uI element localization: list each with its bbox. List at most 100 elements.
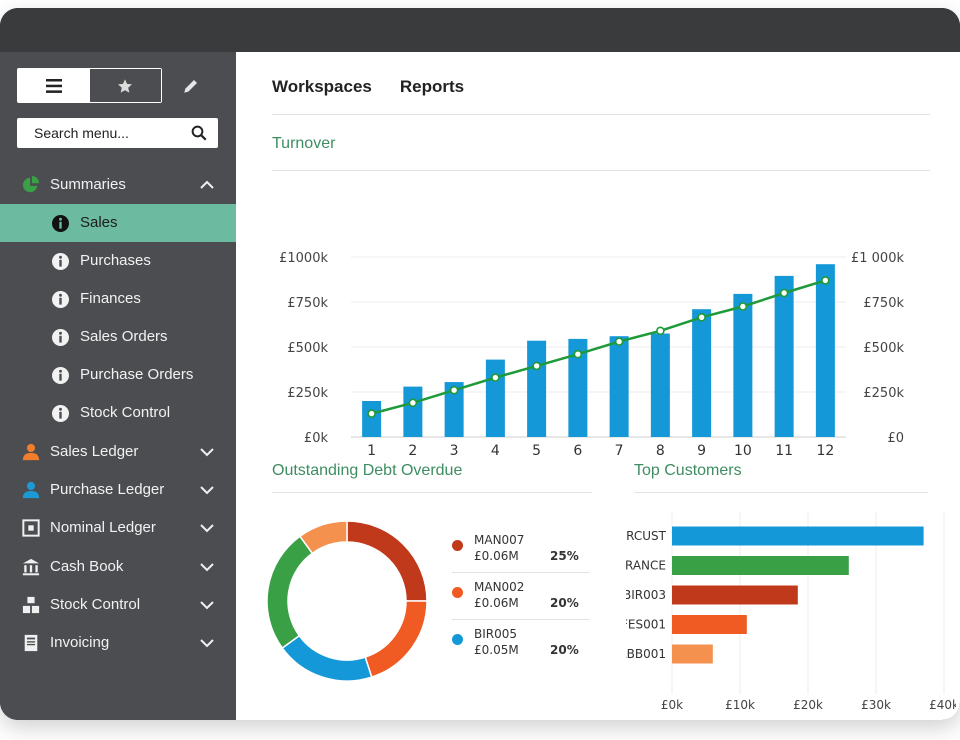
debt-amount: £0.06M [474, 596, 519, 610]
divider [452, 619, 590, 620]
chevron-up-icon[interactable] [200, 180, 214, 190]
y-tick-label-right: £500k [863, 341, 904, 356]
x-tick-label: 7 [615, 443, 624, 459]
chevron-down-icon[interactable] [200, 638, 214, 648]
debt-percent: 20% [550, 643, 579, 657]
nav-nominal-ledger[interactable]: Nominal Ledger [0, 509, 236, 547]
trend-point [779, 288, 789, 298]
x-tick-label: 4 [491, 443, 500, 459]
info-icon [52, 367, 69, 384]
nav-label: Sales Ledger [50, 443, 139, 460]
y-tick-label-left: £1000k [279, 251, 328, 266]
edit-menu-button[interactable] [182, 77, 202, 95]
nav-invoicing[interactable]: Invoicing [0, 624, 236, 662]
main-content: Workspaces Reports Turnover £0k £0 £250k £25… [236, 52, 960, 720]
nav-summaries[interactable]: Summaries [0, 166, 236, 204]
y-tick-label-right: £750k [863, 296, 904, 311]
info-icon [52, 253, 69, 270]
info-icon [52, 329, 69, 346]
x-tick-label: 11 [775, 443, 793, 459]
debt-code: MAN007 [474, 533, 525, 547]
nav-sub-sales-orders[interactable]: Sales Orders [0, 318, 236, 356]
trend-point [821, 276, 830, 285]
x-tick-label: £0k [661, 698, 683, 712]
nav-sub-sales[interactable]: Sales [0, 204, 236, 242]
y-tick-label-right: £0 [887, 431, 904, 446]
menu-view-button[interactable] [18, 69, 90, 102]
nav-sales-ledger[interactable]: Sales Ledger [0, 433, 236, 471]
nav-label: Purchase Ledger [50, 481, 165, 498]
x-tick-label: 3 [450, 443, 459, 459]
divider [452, 572, 590, 573]
turnover-bar [815, 264, 835, 437]
chevron-down-icon[interactable] [200, 600, 214, 610]
nav-sub-stock-control[interactable]: Stock Control [0, 394, 236, 432]
x-tick-label: £20k [793, 698, 823, 712]
nav-label: Stock Control [50, 596, 141, 613]
debt-amount: £0.05M [474, 643, 519, 657]
nav-label: Cash Book [50, 558, 124, 575]
customer-label: FRCUST [626, 529, 667, 543]
view-toggle [17, 68, 162, 103]
nav-label: Nominal Ledger [50, 519, 156, 536]
customer-label: FES001 [626, 618, 666, 632]
search-input[interactable] [34, 125, 184, 141]
turnover-bar [650, 333, 670, 437]
nav-sub-purchase-orders[interactable]: Purchase Orders [0, 356, 236, 394]
trend-point [573, 349, 583, 359]
nav-cash-book[interactable]: Cash Book [0, 548, 236, 586]
debt-row: MAN007 £0.06M 25% [452, 533, 592, 579]
debt-code: BIR005 [474, 627, 518, 641]
pie-chart-icon [22, 176, 40, 193]
donut-slice [298, 520, 348, 555]
turnover-bar [444, 382, 464, 437]
search-icon[interactable] [190, 124, 208, 142]
x-tick-label: 10 [734, 443, 752, 459]
nav-label: Stock Control [80, 404, 171, 421]
trend-point [367, 409, 376, 418]
info-icon [52, 405, 69, 422]
divider [272, 114, 930, 115]
y-tick-label-left: £500k [287, 341, 328, 356]
trend-point [738, 302, 748, 311]
donut-slice [364, 600, 428, 679]
y-tick-label-right: £1 000k [851, 251, 904, 266]
turnover-bar [609, 336, 629, 437]
debt-title: Outstanding Debt Overdue [272, 462, 463, 479]
boxes-icon [22, 596, 40, 614]
chevron-down-icon[interactable] [200, 447, 214, 457]
customer-bar [672, 615, 747, 634]
top-tabs: Workspaces Reports [272, 77, 492, 97]
nav-sub-finances[interactable]: Finances [0, 280, 236, 318]
x-tick-label: 8 [656, 443, 665, 459]
customer-bar [672, 556, 849, 575]
x-tick-label: 12 [816, 443, 834, 459]
chevron-down-icon[interactable] [200, 562, 214, 572]
star-icon [118, 78, 133, 93]
nav-label: Finances [80, 290, 141, 307]
nav-purchase-ledger[interactable]: Purchase Ledger [0, 471, 236, 509]
x-tick-label: £30k [861, 698, 891, 712]
person-icon-orange [22, 443, 40, 461]
x-tick-label: 6 [573, 443, 582, 459]
tab-reports[interactable]: Reports [399, 77, 465, 96]
trend-point [697, 313, 706, 322]
chevron-down-icon[interactable] [200, 485, 214, 495]
customer-label: BIR003 [626, 588, 666, 602]
y-tick-label-left: £750k [287, 296, 328, 311]
turnover-bar [568, 338, 588, 437]
debt-row: BIR005 £0.05M 20% [452, 627, 592, 673]
nav-label: Purchase Orders [80, 366, 194, 383]
turnover-bar [692, 309, 712, 437]
turnover-bar [362, 401, 382, 437]
favourites-view-button[interactable] [89, 69, 161, 102]
x-tick-label: 5 [532, 443, 541, 459]
nav-sub-purchases[interactable]: Purchases [0, 242, 236, 280]
nav-stock-control[interactable]: Stock Control [0, 586, 236, 624]
donut-slice [266, 535, 314, 650]
chevron-down-icon[interactable] [200, 523, 214, 533]
tab-workspaces[interactable]: Workspaces [272, 77, 372, 96]
turnover-bar [485, 359, 505, 437]
debt-percent: 25% [550, 549, 579, 563]
divider [272, 492, 592, 493]
